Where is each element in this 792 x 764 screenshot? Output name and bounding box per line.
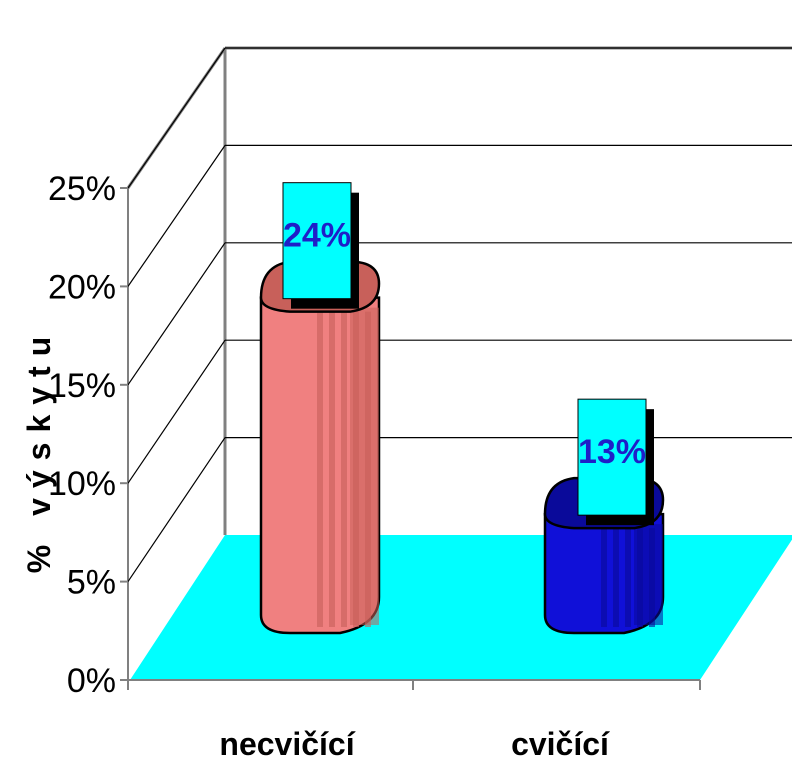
data-label: 24% (283, 217, 351, 255)
chart-floor (130, 535, 792, 680)
side-gridline (127, 437, 226, 582)
y-tick-label: 10% (48, 465, 116, 503)
data-label-layer: 24% 13% (283, 217, 646, 471)
y-tick-label: 25% (48, 170, 116, 208)
y-tick-label: 0% (67, 662, 116, 700)
y-axis-label: % výskytu (21, 327, 57, 574)
y-tick-label: 5% (67, 564, 116, 602)
side-gridline (127, 47, 226, 189)
bar (259, 260, 381, 635)
category-label: cvičící (511, 726, 610, 759)
data-label: 13% (578, 433, 646, 471)
data-label-box (577, 398, 654, 526)
y-tick-label: 20% (48, 268, 116, 306)
side-gridline (127, 145, 226, 287)
side-gridline (127, 242, 226, 386)
bar-layer (259, 182, 665, 635)
bar-shade (634, 524, 663, 625)
data-label-background (577, 398, 647, 516)
data-label-background (282, 182, 352, 300)
y-tick-label: 15% (48, 367, 116, 405)
data-label-box (282, 182, 359, 309)
bar-shade (350, 307, 379, 625)
category-label: necvičící (219, 726, 355, 759)
y-tick-labels: 0% 5% 10% 15% 20% 25% (48, 170, 116, 700)
side-gridline (127, 339, 226, 484)
